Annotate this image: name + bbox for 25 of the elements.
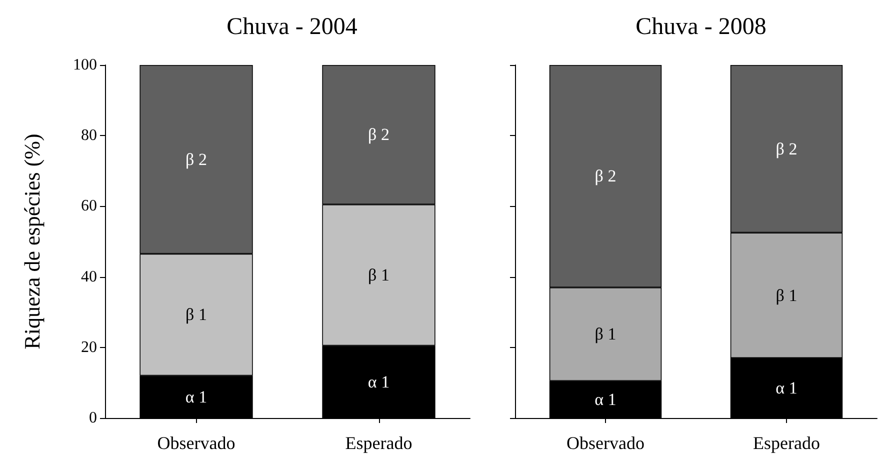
series-label: α 1 (185, 387, 208, 406)
text: α 1 (368, 372, 390, 392)
x-tick-label: Observado (157, 433, 236, 453)
text: β 2 (368, 125, 390, 144)
chart-title: Chuva - 2004 (226, 14, 358, 40)
y-axis-title: Riqueza de espécies (%) (20, 134, 44, 350)
x-tick-label: Observado (566, 433, 644, 453)
text: β 2 (776, 139, 798, 158)
series-label: β 2 (186, 150, 207, 169)
series-label: β 2 (594, 166, 616, 186)
y-tick-label: 60 (81, 198, 97, 215)
series-label: β 1 (594, 324, 616, 344)
series-label: β 1 (186, 305, 207, 324)
y-tick-label: 40 (81, 268, 97, 286)
text: β 1 (368, 266, 390, 285)
x-tick-label: Esperado (345, 433, 412, 453)
y-tick-label: 0 (89, 410, 97, 426)
y-tick-label: 20 (81, 338, 97, 356)
text: β 1 (776, 286, 798, 305)
text: α 1 (776, 378, 798, 398)
x-tick-label: Esperado (753, 433, 820, 453)
series-label: α 1 (594, 390, 616, 409)
chart-title: Chuva - 2008 (636, 14, 766, 40)
y-tick-label: 100 (73, 56, 97, 74)
y-tick-label: 80 (81, 127, 97, 144)
